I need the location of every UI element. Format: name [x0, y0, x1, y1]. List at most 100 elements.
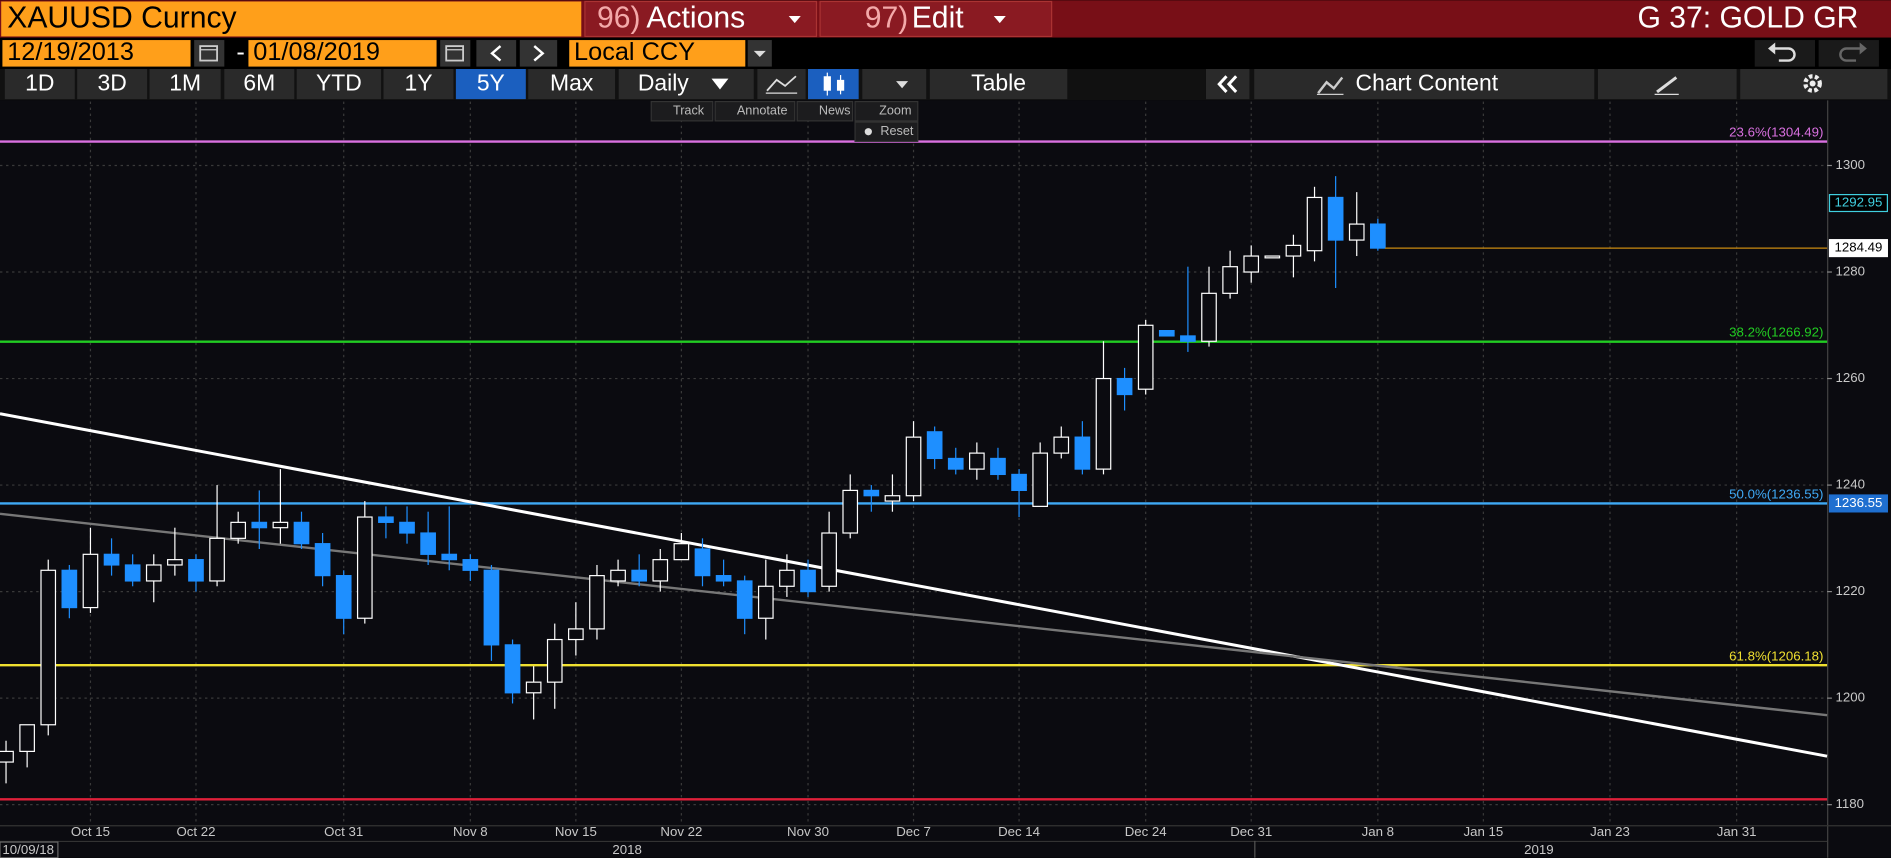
frequency-dropdown[interactable]	[618, 69, 754, 100]
candle-body	[230, 521, 247, 539]
edit-button[interactable]	[1597, 69, 1737, 100]
candle-body	[504, 644, 521, 694]
dropdown-arrow	[711, 78, 729, 90]
tool-label: Annotate	[737, 104, 788, 118]
menu-number: 97)	[865, 2, 909, 35]
tool-label: Track	[673, 104, 705, 118]
period-button[interactable]	[224, 69, 295, 100]
candle-body	[546, 638, 563, 683]
calendar-icon[interactable]	[194, 40, 225, 67]
candle-body	[82, 553, 99, 609]
candle-body	[694, 548, 711, 577]
track-button[interactable]	[650, 100, 714, 122]
x-tick-label: Jan 15	[1463, 824, 1503, 839]
redo-button[interactable]	[1818, 40, 1879, 67]
period-button[interactable]	[4, 69, 75, 100]
y-tick-label: 1280	[1836, 264, 1865, 279]
table-button[interactable]	[929, 69, 1068, 100]
candle-body	[209, 537, 225, 582]
candle-body	[1327, 196, 1344, 241]
candle-body	[19, 724, 35, 753]
candle-body	[1201, 292, 1217, 342]
candle-body	[1306, 196, 1323, 252]
calendar-icon[interactable]	[440, 40, 471, 67]
next-button[interactable]	[519, 40, 558, 67]
security-box[interactable]	[1, 1, 582, 37]
chart-tools: Track Annotate News Zoom Reset	[650, 100, 919, 142]
y-tick-label: 1260	[1836, 370, 1865, 385]
candle-body	[1243, 255, 1260, 273]
news-button[interactable]	[796, 100, 854, 122]
level-label: 23.6%(1304.49)	[1729, 125, 1823, 140]
settings-button[interactable]	[1740, 69, 1888, 100]
candle-body	[1032, 452, 1049, 507]
tool-label: Zoom	[879, 104, 911, 118]
period-label: 5Y	[477, 70, 505, 96]
candle-body	[610, 569, 626, 582]
candle-body	[525, 681, 542, 694]
candle-body	[863, 489, 880, 497]
candle-body	[378, 516, 394, 523]
period-button[interactable]	[77, 69, 148, 100]
candle-body	[757, 585, 774, 619]
period-button[interactable]	[296, 69, 382, 100]
y-tick-label: 1220	[1836, 583, 1865, 598]
x-tick-label: Oct 15	[71, 824, 110, 839]
x-tick-label: Dec 31	[1230, 824, 1272, 839]
candle-body	[167, 559, 183, 566]
currency-field[interactable]	[569, 40, 746, 67]
chart-content-button[interactable]	[1254, 69, 1595, 100]
menu-label: Actions	[646, 2, 745, 35]
end-date: 01/08/2019	[253, 38, 380, 66]
trendline	[0, 512, 1828, 717]
period-button[interactable]	[149, 69, 221, 100]
period-label: 3D	[98, 70, 127, 96]
collapse-button[interactable]	[1205, 69, 1250, 100]
period-button[interactable]	[528, 69, 616, 100]
period-label: 6M	[243, 70, 275, 96]
reset-button[interactable]	[854, 121, 919, 142]
period-label: Max	[550, 70, 594, 96]
candle-body	[821, 532, 837, 587]
candle-body	[145, 564, 162, 582]
price-label: 1292.95	[1834, 195, 1882, 210]
end-date-field[interactable]	[248, 40, 437, 67]
candle-body	[842, 489, 859, 534]
candle-body	[1116, 377, 1133, 396]
candle-body	[441, 553, 458, 561]
start-date-field[interactable]	[2, 40, 191, 67]
candle-body	[1095, 377, 1112, 470]
currency-dropdown[interactable]	[747, 40, 772, 67]
period-button[interactable]	[383, 69, 454, 100]
candle-body	[293, 521, 310, 545]
undo-button[interactable]	[1754, 40, 1816, 67]
candle-body	[926, 431, 943, 460]
candle-chart-button[interactable]	[808, 69, 859, 100]
price-label-box	[1828, 193, 1888, 213]
annotate-button[interactable]	[714, 100, 796, 122]
period-label: 1D	[25, 70, 54, 96]
currency: Local CCY	[574, 38, 695, 66]
candle-body	[420, 532, 436, 555]
x-tick-label: Nov 30	[787, 824, 829, 839]
candle-body	[314, 543, 331, 577]
candle-body	[673, 543, 690, 561]
candle-body	[652, 559, 669, 582]
candle-body	[1137, 324, 1154, 390]
candle-body	[251, 521, 268, 529]
chart-type-dropdown[interactable]	[862, 69, 927, 100]
actions-menu[interactable]	[584, 0, 818, 38]
previous-button[interactable]	[476, 40, 517, 67]
period-label: 1Y	[404, 70, 432, 96]
period-button[interactable]	[455, 69, 526, 100]
edit-menu[interactable]	[819, 0, 1053, 38]
candle-body	[335, 575, 352, 619]
reset-icon	[864, 128, 872, 136]
date-separator: -	[236, 38, 244, 66]
line-chart-button[interactable]	[757, 69, 806, 100]
period-label: YTD	[316, 70, 362, 96]
candle-body	[800, 569, 816, 593]
x-tick-label: Jan 8	[1362, 824, 1394, 839]
candle-body	[188, 559, 204, 582]
zoom-button[interactable]	[854, 100, 919, 122]
